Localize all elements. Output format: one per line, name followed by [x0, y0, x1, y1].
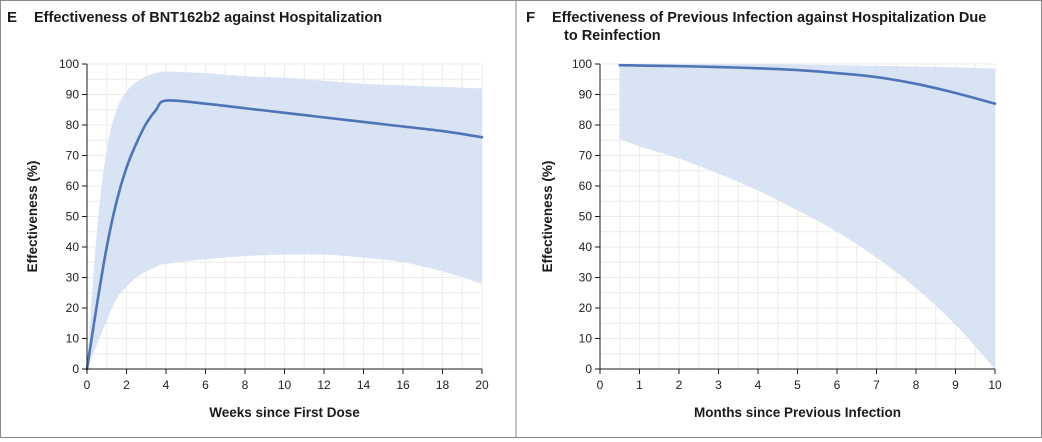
y-tick-label: 30	[66, 271, 80, 285]
x-tick-label: 3	[715, 378, 722, 392]
confidence-band-e	[87, 71, 482, 369]
y-tick-label: 40	[579, 240, 593, 254]
y-tick-label: 30	[579, 271, 593, 285]
y-tick-label: 80	[579, 118, 593, 132]
x-tick-label: 8	[242, 378, 249, 392]
panel-f-title-line-1: Effectiveness of Previous Infection agai…	[552, 10, 986, 26]
y-tick-label: 70	[579, 149, 593, 163]
y-tick-label: 10	[66, 332, 80, 346]
x-tick-label: 0	[84, 378, 91, 392]
panel-f-header: F Effectiveness of Previous Infection ag…	[526, 9, 986, 44]
y-tick-label: 100	[572, 57, 592, 71]
x-tick-label: 4	[755, 378, 762, 392]
x-tick-label: 14	[357, 378, 371, 392]
x-axis-label-f: Months since Previous Infection	[694, 405, 901, 420]
y-tick-label: 70	[66, 149, 80, 163]
x-tick-label: 6	[834, 378, 841, 392]
x-tick-label: 4	[163, 378, 170, 392]
y-axis-label-f: Effectiveness (%)	[540, 161, 555, 273]
y-tick-label: 80	[66, 118, 80, 132]
y-tick-label: 40	[66, 240, 80, 254]
y-tick-label: 90	[66, 88, 80, 102]
y-tick-label: 60	[66, 179, 80, 193]
x-tick-label: 16	[396, 378, 410, 392]
x-tick-label: 18	[436, 378, 450, 392]
estimate-line-f	[618, 63, 997, 105]
confidence-band-f	[619, 63, 995, 369]
panel-e-letter: E	[7, 9, 17, 26]
x-tick-label: 5	[794, 378, 801, 392]
x-tick-label: 8	[913, 378, 920, 392]
x-tick-label: 20	[475, 378, 489, 392]
x-tick-label: 2	[123, 378, 130, 392]
x-tick-label: 10	[278, 378, 292, 392]
x-axis-label-e: Weeks since First Dose	[209, 405, 360, 420]
y-tick-label: 50	[579, 210, 593, 224]
panel-e-title: Effectiveness of BNT162b2 against Hospit…	[34, 10, 382, 26]
y-tick-label: 60	[579, 179, 593, 193]
estimate-line-e	[85, 99, 484, 371]
x-tick-label: 7	[873, 378, 880, 392]
y-axis-label-e: Effectiveness (%)	[25, 161, 40, 273]
y-tick-label: 20	[66, 301, 80, 315]
y-tick-label: 10	[579, 332, 593, 346]
y-tick-label: 20	[579, 301, 593, 315]
y-tick-label: 0	[72, 362, 79, 376]
x-tick-label: 1	[636, 378, 643, 392]
y-tick-label: 0	[585, 362, 592, 376]
x-tick-label: 2	[676, 378, 683, 392]
chart-f: 0 10 20 30 40 50 60 70 80 90 100 0 1 2 3 4 5 6 7 8 9 10 Months…	[540, 57, 1002, 420]
x-tick-label: 0	[597, 378, 604, 392]
chart-e: 0 10 20 30 40 50 60 70 80 90 100 0 2 4 6 8 10 12 14 16 18 20 W…	[25, 57, 489, 420]
x-tick-label: 6	[202, 378, 209, 392]
y-tick-label: 90	[579, 88, 593, 102]
x-tick-label: 9	[952, 378, 959, 392]
y-tick-label: 100	[59, 57, 79, 71]
x-tick-label: 10	[988, 378, 1002, 392]
panel-f-title-line-2: to Reinfection	[564, 28, 661, 44]
y-tick-label: 50	[66, 210, 80, 224]
panel-e-header: E Effectiveness of BNT162b2 against Hosp…	[7, 9, 382, 26]
panel-f-letter: F	[526, 9, 535, 26]
x-tick-label: 12	[317, 378, 331, 392]
